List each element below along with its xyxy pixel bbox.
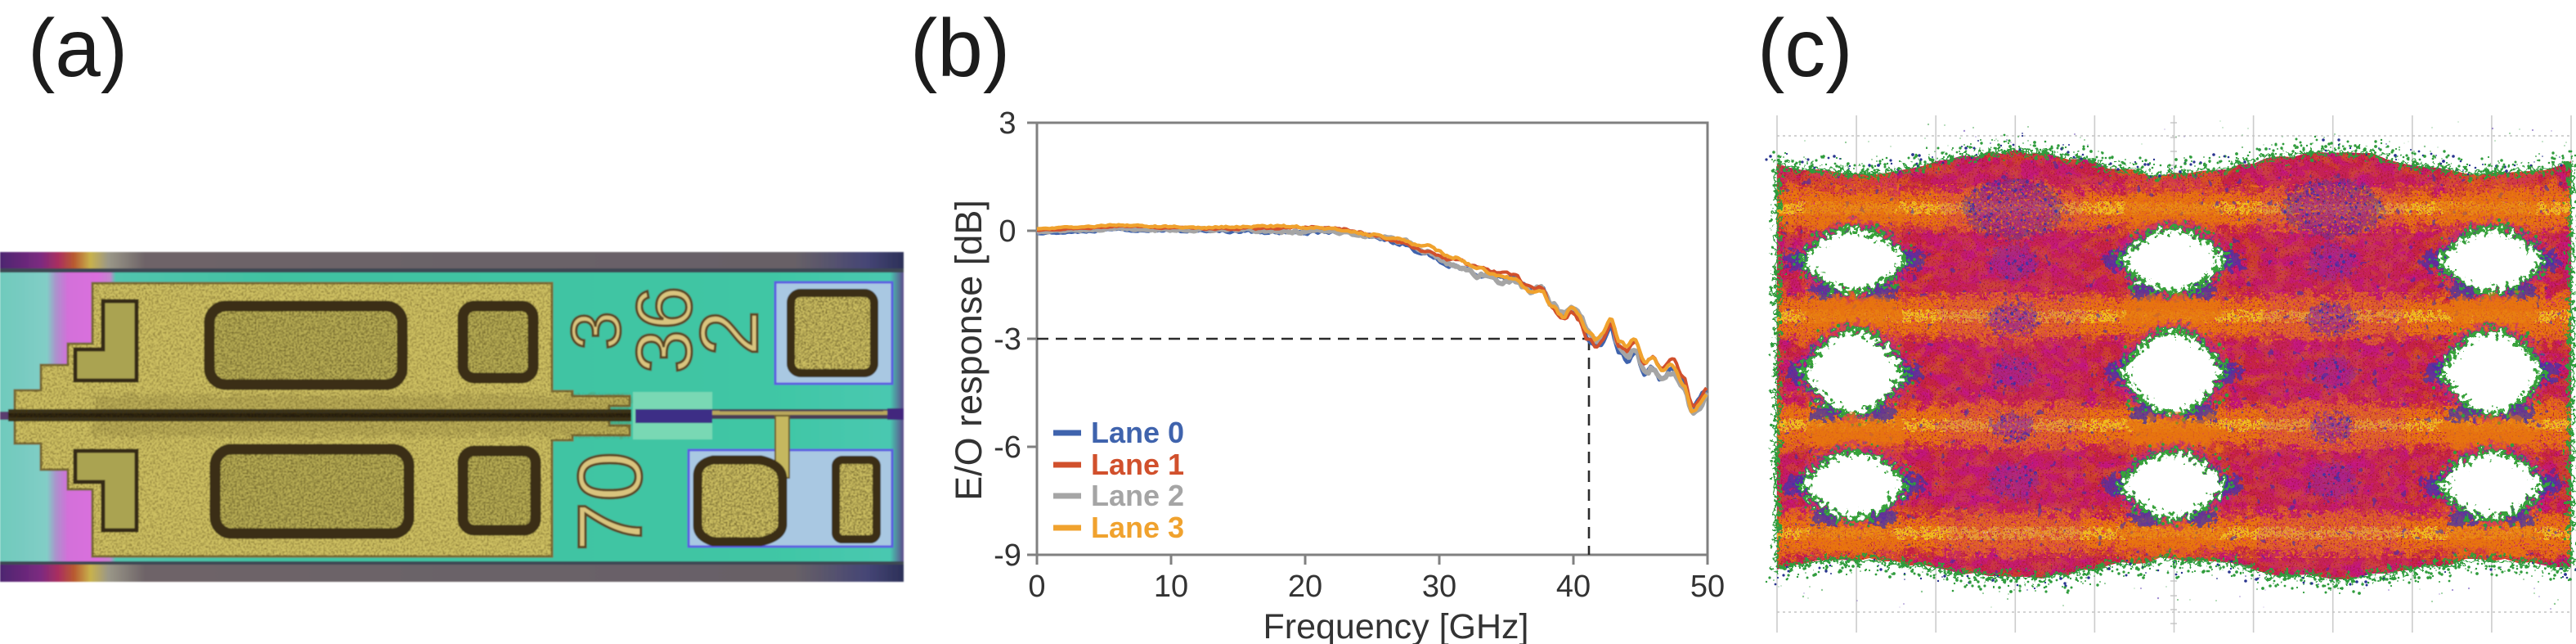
svg-text:36: 36: [621, 286, 708, 374]
svg-text:Lane 1: Lane 1: [1091, 448, 1184, 481]
svg-text:(a): (a): [28, 2, 128, 94]
svg-text:-3: -3: [994, 322, 1021, 357]
svg-text:2: 2: [684, 310, 775, 356]
svg-text:Lane 2: Lane 2: [1091, 479, 1184, 512]
svg-text:Lane 3: Lane 3: [1091, 511, 1184, 544]
svg-text:0: 0: [1028, 570, 1045, 604]
svg-text:10: 10: [1154, 570, 1188, 604]
svg-text:40: 40: [1556, 570, 1591, 604]
svg-text:50: 50: [1690, 570, 1725, 604]
svg-text:0: 0: [999, 214, 1016, 249]
svg-text:E/O response [dB]: E/O response [dB]: [948, 200, 990, 501]
svg-text:70: 70: [560, 452, 661, 552]
svg-text:(b): (b): [910, 2, 1010, 94]
svg-text:3: 3: [999, 106, 1016, 141]
svg-text:Lane 0: Lane 0: [1091, 416, 1184, 449]
svg-text:20: 20: [1288, 570, 1322, 604]
svg-text:-6: -6: [994, 430, 1021, 465]
svg-text:30: 30: [1422, 570, 1456, 604]
svg-text:-9: -9: [994, 538, 1021, 573]
svg-text:3: 3: [558, 311, 635, 349]
svg-text:Frequency [GHz]: Frequency [GHz]: [1263, 607, 1529, 644]
svg-text:(c): (c): [1757, 2, 1853, 94]
